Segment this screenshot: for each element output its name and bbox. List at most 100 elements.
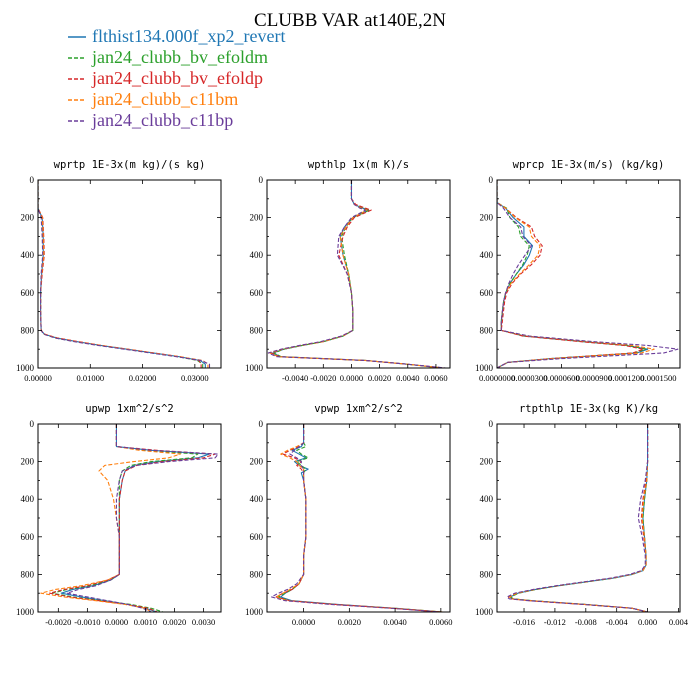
series-group: [497, 180, 679, 368]
x-tick-label: 0.004: [669, 617, 689, 627]
x-tick-label: 0.0000300: [511, 373, 547, 383]
legend-entry: jan24_clubb_c11bm: [68, 89, 238, 109]
x-tick-label: 0.00000: [24, 373, 52, 383]
series-line-jan24_clubb_bv_efoldp: [270, 180, 445, 368]
y-tick-label: 600: [480, 288, 494, 298]
figure-title: CLUBB VAR at140E,2N: [254, 10, 446, 31]
x-tick-label: 0.0000: [292, 617, 315, 627]
y-tick-label: 1000: [16, 363, 35, 373]
x-tick-label: -0.004: [606, 617, 629, 627]
series-line-jan24_clubb_bv_efoldm: [273, 180, 442, 368]
x-tick-label: 0.0001500: [640, 373, 676, 383]
series-group: [38, 180, 211, 368]
panel-2: wpthlp 1x(m K)/s 0 200 400 600 800 1000 -0.0040…: [245, 159, 451, 383]
plot-frame: [496, 179, 681, 369]
y-tick-label: 0: [489, 175, 494, 185]
series-line-jan24_clubb_bv_efoldm: [277, 424, 444, 612]
x-tick-label: 0.0020: [338, 617, 361, 627]
x-tick-label: 0.0060: [429, 617, 452, 627]
y-tick-label: 600: [480, 532, 494, 542]
y-tick-label: 800: [480, 569, 494, 579]
series-line-jan24_clubb_bv_efoldp: [49, 424, 216, 612]
x-tick-label: -0.0010: [74, 617, 100, 627]
x-tick-label: 0.0020: [163, 617, 186, 627]
panel-title: vpwp 1xm^2/s^2: [314, 403, 403, 415]
series-line-jan24_clubb_bv_efoldp: [497, 180, 644, 368]
series-line-flthist134.000f_xp2_revert: [509, 424, 649, 612]
x-tick-label: -0.0020: [310, 373, 336, 383]
series-line-jan24_clubb_c11bp: [506, 424, 649, 612]
x-tick-label: -0.016: [513, 617, 535, 627]
y-tick-label: 200: [250, 457, 264, 467]
panel-1: wprtp 1E-3x(m kg)/(s kg) 0 200 400 600 800 100…: [16, 159, 222, 383]
x-tick-label: 0.0000600: [544, 373, 580, 383]
x-tick-label: -0.008: [575, 617, 597, 627]
y-tick-label: 1000: [16, 607, 35, 617]
y-tick-label: 200: [250, 213, 264, 223]
legend-entry: jan24_clubb_c11bp: [68, 110, 233, 130]
y-tick-label: 200: [480, 213, 494, 223]
x-tick-label: -0.0020: [45, 617, 71, 627]
panel-title: wpthlp 1x(m K)/s: [308, 159, 409, 171]
y-tick-label: 400: [21, 494, 35, 504]
series-line-flthist134.000f_xp2_revert: [272, 180, 444, 368]
x-tick-label: 0.0000: [340, 373, 363, 383]
x-tick-label: 0.0010: [134, 617, 157, 627]
y-tick-label: 0: [259, 419, 264, 429]
y-tick-label: 600: [250, 532, 264, 542]
x-tick-label: 0.0001200: [608, 373, 644, 383]
series-line-jan24_clubb_c11bm: [269, 180, 444, 368]
legend: flthist134.000f_xp2_revertjan24_clubb_bv…: [68, 26, 285, 130]
x-tick-label: 0.0000: [105, 617, 128, 627]
panel-5: vpwp 1xm^2/s^2 0 200 400 600 800 1000 0.0000 0.0…: [245, 403, 453, 627]
series-group: [40, 424, 219, 612]
plot-frame: [496, 423, 681, 613]
series-line-jan24_clubb_bv_efoldm: [497, 180, 647, 368]
y-tick-label: 0: [489, 419, 494, 429]
y-tick-label: 800: [250, 325, 264, 335]
legend-label: jan24_clubb_c11bm: [91, 89, 238, 109]
series-line-jan24_clubb_c11bp: [497, 180, 679, 368]
y-tick-label: 400: [480, 250, 494, 260]
y-tick-label: 0: [30, 175, 35, 185]
y-tick-label: 800: [480, 325, 494, 335]
series-group: [271, 424, 444, 612]
series-line-flthist134.000f_xp2_revert: [497, 180, 649, 368]
x-tick-label: 0.000: [638, 617, 657, 627]
panel-4: upwp 1xm^2/s^2 0 200 400 600 800 1000 -0.0020 -0…: [16, 403, 222, 627]
series-group: [506, 424, 649, 612]
y-tick-label: 400: [250, 250, 264, 260]
y-tick-label: 400: [250, 494, 264, 504]
y-tick-label: 600: [250, 288, 264, 298]
x-tick-label: -0.012: [544, 617, 566, 627]
y-tick-label: 400: [21, 250, 35, 260]
series-line-jan24_clubb_c11bp: [38, 180, 211, 368]
x-tick-label: 0.0060: [424, 373, 447, 383]
legend-label: jan24_clubb_c11bp: [91, 110, 233, 130]
x-tick-label: 0.0000900: [576, 373, 612, 383]
x-tick-label: 0.01000: [76, 373, 104, 383]
y-tick-label: 400: [480, 494, 494, 504]
series-group: [267, 180, 446, 368]
y-tick-label: 0: [259, 175, 264, 185]
y-tick-label: 1000: [245, 607, 264, 617]
y-tick-label: 600: [21, 532, 35, 542]
series-line-jan24_clubb_c11bm: [275, 424, 444, 612]
series-line-jan24_clubb_c11bp: [66, 424, 219, 612]
series-line-jan24_clubb_bv_efoldm: [510, 424, 649, 612]
x-tick-label: 0.02000: [129, 373, 157, 383]
y-tick-label: 200: [21, 213, 35, 223]
panel-title: wprcp 1E-3x(m/s) (kg/kg): [513, 159, 665, 171]
series-line-jan24_clubb_c11bm: [40, 424, 181, 612]
legend-entry: jan24_clubb_bv_efoldm: [68, 47, 268, 67]
x-tick-label: 0.0040: [383, 617, 406, 627]
y-tick-label: 1000: [475, 363, 494, 373]
y-tick-label: 800: [250, 569, 264, 579]
y-tick-label: 800: [21, 569, 35, 579]
series-line-jan24_clubb_bv_efoldp: [508, 424, 649, 612]
series-line-jan24_clubb_c11bp: [271, 424, 441, 612]
series-line-jan24_clubb_bv_efoldp: [275, 424, 441, 612]
x-tick-label: 0.0020: [368, 373, 391, 383]
panel-title: rtpthlp 1E-3x(kg K)/kg: [519, 403, 658, 415]
